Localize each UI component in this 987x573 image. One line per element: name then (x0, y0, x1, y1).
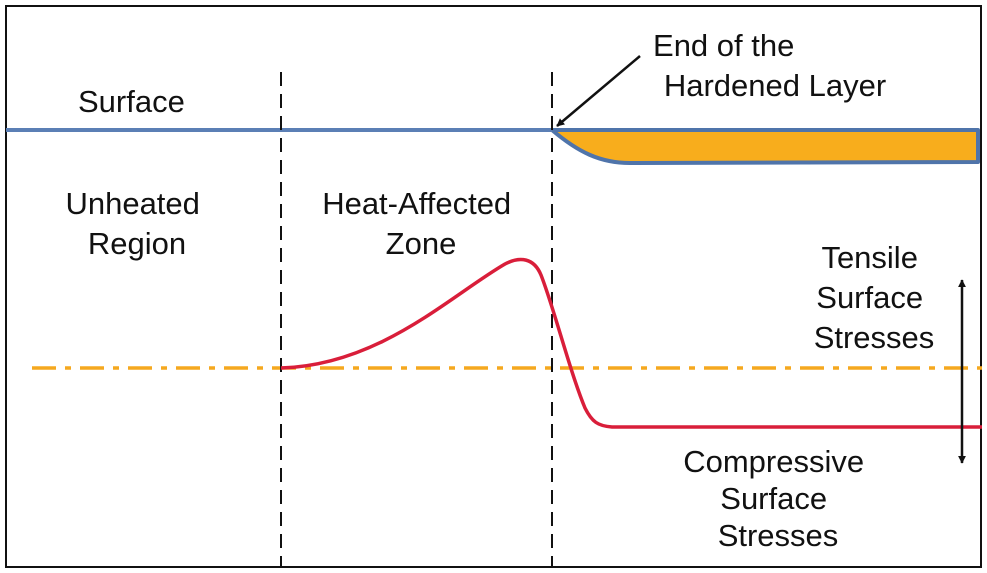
haz-line-1: Heat-Affected (322, 186, 511, 221)
haz-line-2: Zone (386, 226, 457, 261)
compressive-line-3: Stresses (718, 518, 839, 553)
unheated-region-label: Unheated Region (65, 186, 208, 261)
compressive-stresses-label: Compressive Surface Stresses (683, 444, 873, 553)
unheated-line-2: Region (88, 226, 186, 261)
residual-stress-curve (280, 257, 982, 429)
hardened-layer (550, 128, 980, 165)
end-of-layer-line-1: End of the (653, 28, 794, 63)
diagram-frame (5, 5, 982, 568)
end-of-layer-line-2: Hardened Layer (664, 68, 886, 103)
tensile-line-2: Surface (816, 280, 923, 315)
tensile-stresses-label: Tensile Surface Stresses (814, 240, 935, 355)
unheated-line-1: Unheated (65, 186, 199, 221)
tensile-line-1: Tensile (821, 240, 918, 275)
callout-arrow-icon (556, 55, 641, 127)
end-of-layer-label: End of the Hardened Layer (653, 28, 886, 103)
surface-label: Surface (78, 84, 185, 119)
tensile-line-3: Stresses (814, 320, 935, 355)
heat-affected-zone-label: Heat-Affected Zone (322, 186, 520, 261)
compressive-line-2: Surface (720, 481, 827, 516)
compressive-line-1: Compressive (683, 444, 864, 479)
